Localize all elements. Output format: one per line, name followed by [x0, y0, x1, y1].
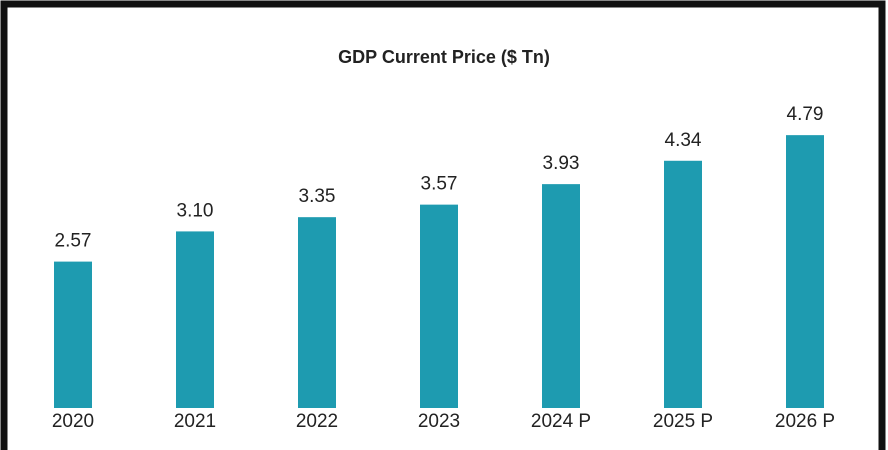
data-label: 3.93 [543, 153, 580, 174]
x-tick-label: 2021 [174, 411, 216, 432]
bar [786, 135, 824, 409]
bar [420, 204, 458, 408]
bar [54, 261, 92, 408]
bar [542, 184, 580, 408]
x-tick-label: 2024 P [531, 411, 591, 432]
data-label: 3.35 [299, 186, 336, 207]
x-tick-label: 2023 [418, 411, 460, 432]
x-tick-label: 2025 P [653, 411, 713, 432]
x-tick-label: 2022 [296, 411, 338, 432]
x-tick-label: 2026 P [775, 411, 835, 432]
data-label: 4.79 [787, 104, 824, 125]
bar [298, 217, 336, 408]
data-label: 2.57 [55, 231, 92, 252]
chart-title: GDP Current Price ($ Tn) [338, 47, 550, 67]
bar [664, 160, 702, 408]
data-label: 3.10 [177, 200, 214, 221]
data-label: 3.57 [421, 174, 458, 195]
bar [176, 231, 214, 408]
data-label: 4.34 [665, 130, 702, 151]
x-tick-label: 2020 [52, 411, 94, 432]
